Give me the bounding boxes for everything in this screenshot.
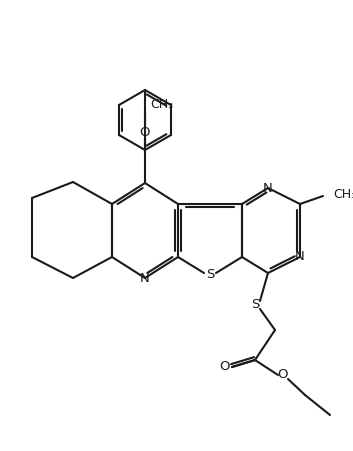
Text: O: O	[278, 368, 288, 382]
Text: CH₃: CH₃	[333, 188, 353, 201]
Text: O: O	[220, 360, 230, 373]
Text: N: N	[295, 250, 305, 263]
Text: S: S	[206, 268, 214, 281]
Text: S: S	[251, 299, 259, 312]
Text: N: N	[140, 272, 150, 285]
Text: O: O	[140, 125, 150, 138]
Text: N: N	[263, 181, 273, 194]
Text: CH₃: CH₃	[150, 97, 173, 110]
